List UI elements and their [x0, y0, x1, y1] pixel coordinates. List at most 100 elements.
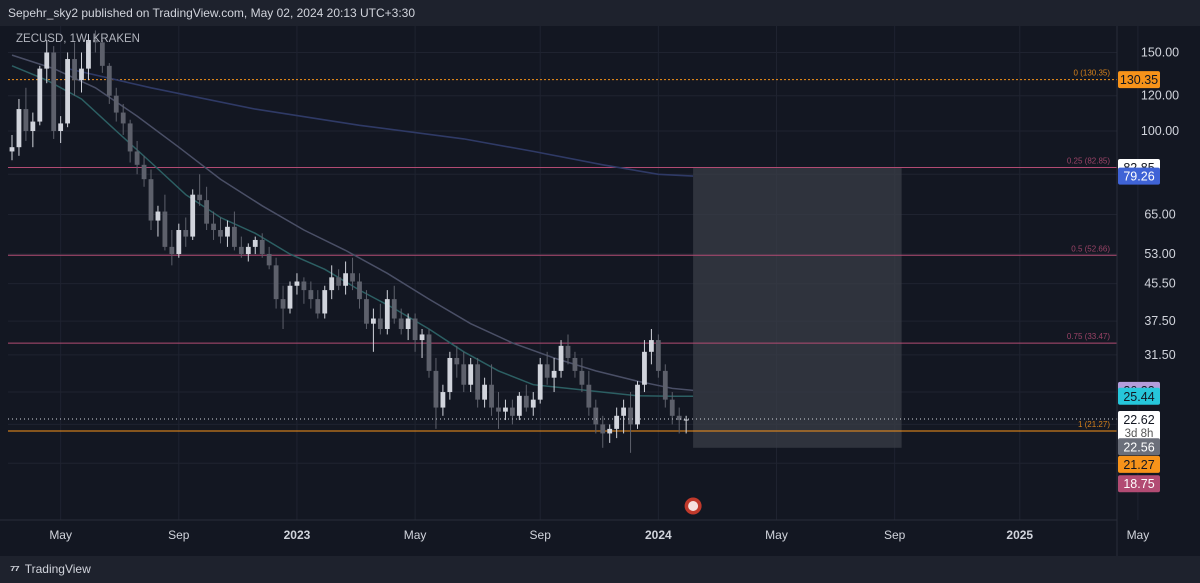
fib-retracement: 0 (130.35) 0.25 (82.85) 0.5 (52.66) 0.75 (3… — [8, 69, 1117, 432]
candle-body — [280, 299, 286, 309]
candle-body — [308, 290, 314, 300]
candle-body — [635, 384, 640, 425]
candle-body — [593, 407, 599, 425]
candle-body — [252, 239, 258, 247]
candle-body — [315, 299, 321, 314]
candle-body — [294, 281, 300, 286]
price-axis-label: 150.00 — [1141, 45, 1179, 59]
countdown-text: 3d 8h — [1125, 428, 1154, 440]
candle-body — [579, 370, 585, 385]
candle-body — [169, 246, 175, 255]
candle-body — [176, 230, 182, 255]
candle-body — [419, 334, 425, 341]
price-badge-text: 21.27 — [1123, 458, 1154, 472]
candle-body — [614, 415, 620, 429]
candle-body — [447, 357, 453, 393]
price-axis-label: 31.50 — [1144, 348, 1175, 362]
candle-body — [113, 95, 119, 113]
candle-body — [336, 277, 342, 286]
fib-level-label: 0.25 (82.85) — [1067, 156, 1110, 165]
price-badge — [1118, 475, 1160, 493]
time-axis-label: May — [49, 528, 72, 542]
price-badge-text: 25.44 — [1123, 390, 1154, 404]
brand-name: TradingView — [24, 562, 91, 576]
candle-body — [329, 277, 335, 291]
candle-body — [357, 281, 362, 300]
grid-lines — [8, 26, 1139, 520]
time-axis-label: May — [404, 528, 427, 542]
symbol-legend: ZECUSD, 1W, KRAKEN — [16, 33, 140, 45]
candle-body — [607, 428, 613, 434]
price-axis-label: 37.50 — [1144, 314, 1175, 328]
candle-body — [683, 419, 689, 421]
candle-body — [16, 109, 22, 148]
footer-bar: ⁷⁷ TradingView — [0, 556, 1200, 583]
candle-body — [364, 299, 369, 324]
candle-body — [655, 340, 661, 371]
candle-body — [99, 42, 105, 66]
candle-body — [523, 395, 529, 408]
candle-body — [558, 345, 564, 371]
price-badge — [1118, 167, 1160, 185]
candle-body — [51, 52, 57, 132]
price-axis-label: 53.00 — [1144, 247, 1175, 261]
moving-average-fast — [11, 65, 694, 398]
candle-body — [259, 239, 265, 255]
candle-body — [162, 211, 168, 247]
candle-body — [9, 147, 15, 152]
price-badge-text: 22.56 — [1123, 440, 1154, 454]
candle-body — [183, 230, 189, 237]
candle-body — [148, 179, 154, 221]
price-badge-text: 18.75 — [1123, 477, 1154, 491]
candle-body — [37, 68, 43, 122]
time-axis-labels: MaySep2023MaySep2024MaySep2025MaySep — [49, 528, 1150, 542]
candle-body — [287, 285, 293, 309]
price-chart[interactable]: 0 (130.35) 0.25 (82.85) 0.5 (52.66) 0.75 (3… — [0, 26, 1200, 556]
candle-body — [141, 164, 147, 180]
candle-body — [669, 399, 675, 416]
candle-body — [544, 364, 550, 378]
candle-body — [266, 254, 272, 266]
candle-body — [106, 65, 112, 96]
candle-body — [238, 246, 244, 255]
candle-body — [461, 364, 467, 385]
candle-body — [93, 39, 98, 43]
flag-event-icon-center — [688, 501, 699, 511]
time-axis-label: May — [1127, 528, 1150, 542]
candle-body — [343, 273, 348, 286]
candle-body — [676, 415, 682, 421]
candle-body — [30, 121, 36, 132]
price-badge — [1118, 387, 1160, 405]
candle-body — [65, 59, 70, 124]
candle-body — [218, 230, 223, 237]
time-axis-label: Sep — [884, 528, 906, 542]
fib-level-label: 0.75 (33.47) — [1067, 332, 1110, 341]
publish-text: Sepehr_sky2 published on TradingView.com… — [8, 6, 416, 20]
fib-level-label: 0.5 (52.66) — [1071, 244, 1110, 253]
candle-body — [621, 407, 626, 416]
price-axis-label: 45.50 — [1144, 277, 1175, 291]
tradingview-brand[interactable]: ⁷⁷ TradingView — [10, 556, 91, 583]
price-axis-label: 100.00 — [1141, 124, 1179, 138]
moving-average-slow — [67, 67, 694, 177]
candle-body — [398, 318, 404, 329]
candle-body — [475, 364, 481, 400]
price-axis-label: 65.00 — [1144, 208, 1175, 222]
candle-body — [600, 424, 606, 434]
time-axis-label: Sep — [530, 528, 552, 542]
candle-body — [516, 395, 522, 416]
candle-body — [225, 226, 230, 237]
time-axis-label: May — [765, 528, 788, 542]
candle-body — [197, 194, 203, 201]
price-axis-labels: 150.00 120.00 100.00 65.00 53.00 45.50 37.50 31… — [1141, 45, 1179, 361]
candle-body — [377, 318, 383, 329]
moving-average-mid — [11, 54, 694, 392]
time-axis-label: 2023 — [284, 528, 311, 542]
candle-body — [120, 112, 126, 124]
candle-body — [503, 407, 508, 412]
price-badge — [1118, 438, 1160, 456]
candle-body — [391, 299, 397, 319]
candle-body — [482, 384, 487, 400]
candle-body — [350, 273, 355, 282]
